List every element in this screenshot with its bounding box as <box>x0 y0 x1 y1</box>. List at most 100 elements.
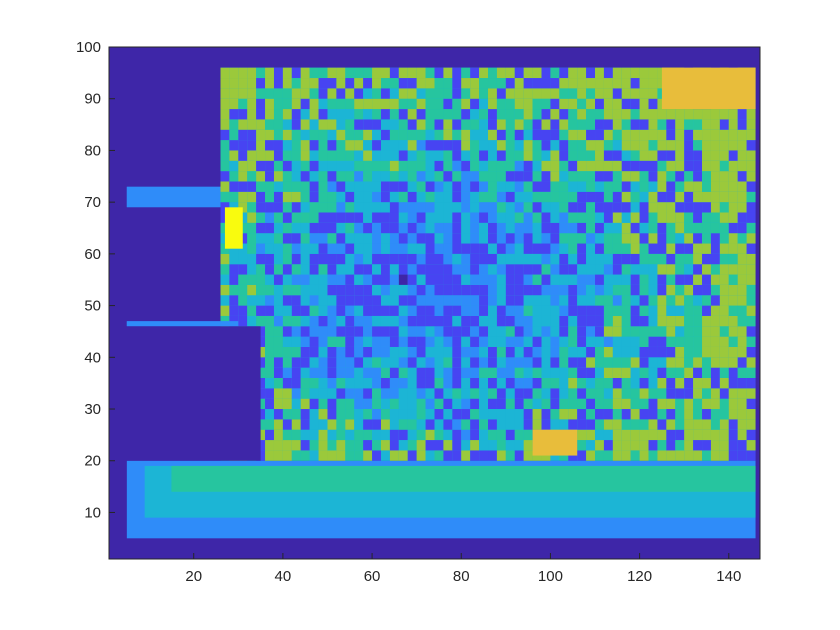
heatmap-cell <box>256 67 266 79</box>
heatmap-cell <box>407 284 417 296</box>
heatmap-cell <box>719 119 729 130</box>
heatmap-cell <box>407 409 417 420</box>
heatmap-cell <box>639 140 649 151</box>
heatmap-cell <box>282 233 292 244</box>
heatmap-cell <box>345 326 355 337</box>
heatmap-cell <box>586 140 596 151</box>
heatmap-cell <box>407 181 417 192</box>
heatmap-cell <box>443 160 453 172</box>
heatmap-cell <box>434 160 444 172</box>
heatmap-cell <box>675 202 685 213</box>
heatmap-cell <box>630 171 640 182</box>
heatmap-cell <box>318 160 328 172</box>
heatmap-cell <box>684 233 694 244</box>
heatmap-cell <box>577 336 587 347</box>
heatmap-cell <box>345 295 355 306</box>
heatmap-cell <box>719 212 729 223</box>
heatmap-cell <box>398 336 408 347</box>
heatmap-cell <box>496 409 506 420</box>
heatmap-cell <box>684 140 694 151</box>
heatmap-cell <box>648 315 658 327</box>
heatmap-cell <box>639 160 649 172</box>
heatmap-cell <box>505 253 515 265</box>
heatmap-cell <box>728 388 738 399</box>
heatmap-cell <box>746 429 756 441</box>
heatmap-cell <box>238 253 248 265</box>
heatmap-cell <box>719 233 729 244</box>
heatmap-cell <box>559 150 569 161</box>
heatmap-cell <box>380 388 390 399</box>
heatmap-cell <box>470 78 480 89</box>
heatmap-cell <box>577 212 587 223</box>
heatmap-cell <box>612 67 622 79</box>
heatmap-cell <box>710 357 720 368</box>
heatmap-cell <box>710 315 720 327</box>
heatmap-cell <box>425 409 435 420</box>
heatmap-cell <box>229 129 239 141</box>
heatmap-cell <box>559 88 569 99</box>
heatmap-cell <box>407 326 417 337</box>
heatmap-cell <box>568 222 578 234</box>
heatmap-cell <box>416 398 426 410</box>
heatmap-cell <box>568 109 578 120</box>
heatmap-cell <box>603 160 613 172</box>
heatmap-cell <box>532 284 542 296</box>
heatmap-cell <box>719 326 729 337</box>
heatmap-cell <box>746 440 756 451</box>
heatmap-cell <box>398 274 408 285</box>
heatmap-cell <box>621 150 631 161</box>
heatmap-cell <box>666 346 676 358</box>
heatmap-cell <box>380 140 390 151</box>
heatmap-cell <box>719 160 729 172</box>
heatmap-cell <box>389 191 399 203</box>
heatmap-cell <box>595 357 604 368</box>
heatmap-cell <box>229 88 239 99</box>
heatmap-cell <box>728 440 738 451</box>
heatmap-cell <box>488 191 497 203</box>
heatmap-cell <box>273 171 283 182</box>
heatmap-cell <box>737 450 747 461</box>
heatmap-cell <box>398 419 408 430</box>
heatmap-cell <box>648 284 658 296</box>
heatmap-cell <box>550 181 560 192</box>
heatmap-cell <box>309 129 319 141</box>
heatmap-cell <box>229 98 239 110</box>
heatmap-cell <box>586 150 596 161</box>
heatmap-cell <box>746 284 756 296</box>
heatmap-cell <box>309 367 319 378</box>
heatmap-cell <box>398 315 408 327</box>
heatmap-cell <box>336 233 346 244</box>
heatmap-cell <box>630 160 640 172</box>
heatmap-cell <box>737 253 747 265</box>
heatmap-cell <box>470 160 480 172</box>
heatmap-cell <box>309 243 319 254</box>
heatmap-cell <box>532 212 542 223</box>
heatmap-cell <box>256 88 266 99</box>
heatmap-cell <box>577 222 587 234</box>
heatmap-cell <box>318 346 328 358</box>
heatmap-cell <box>488 367 497 378</box>
heatmap-cell <box>737 119 747 130</box>
heatmap-cell <box>586 295 596 306</box>
heatmap-cell <box>505 419 515 430</box>
heatmap-cell <box>728 202 738 213</box>
heatmap-cell <box>630 388 640 399</box>
heatmap-cell <box>345 191 355 203</box>
heatmap-cell <box>550 212 560 223</box>
heatmap-cell <box>380 450 390 461</box>
heatmap-cell <box>630 212 640 223</box>
heatmap-cell <box>291 305 301 316</box>
heatmap-cell <box>702 160 711 172</box>
heatmap-cell <box>434 264 444 275</box>
heatmap-cell <box>363 202 373 213</box>
heatmap-cell <box>363 326 373 337</box>
heatmap-cell <box>265 388 274 399</box>
heatmap-cell <box>621 119 631 130</box>
heatmap-cell <box>728 357 738 368</box>
heatmap-cell <box>603 336 613 347</box>
heatmap-cell <box>496 450 506 461</box>
heatmap-cell <box>434 222 444 234</box>
heatmap-cell <box>300 233 310 244</box>
heatmap-cell <box>586 388 596 399</box>
heatmap-cell <box>702 336 711 347</box>
